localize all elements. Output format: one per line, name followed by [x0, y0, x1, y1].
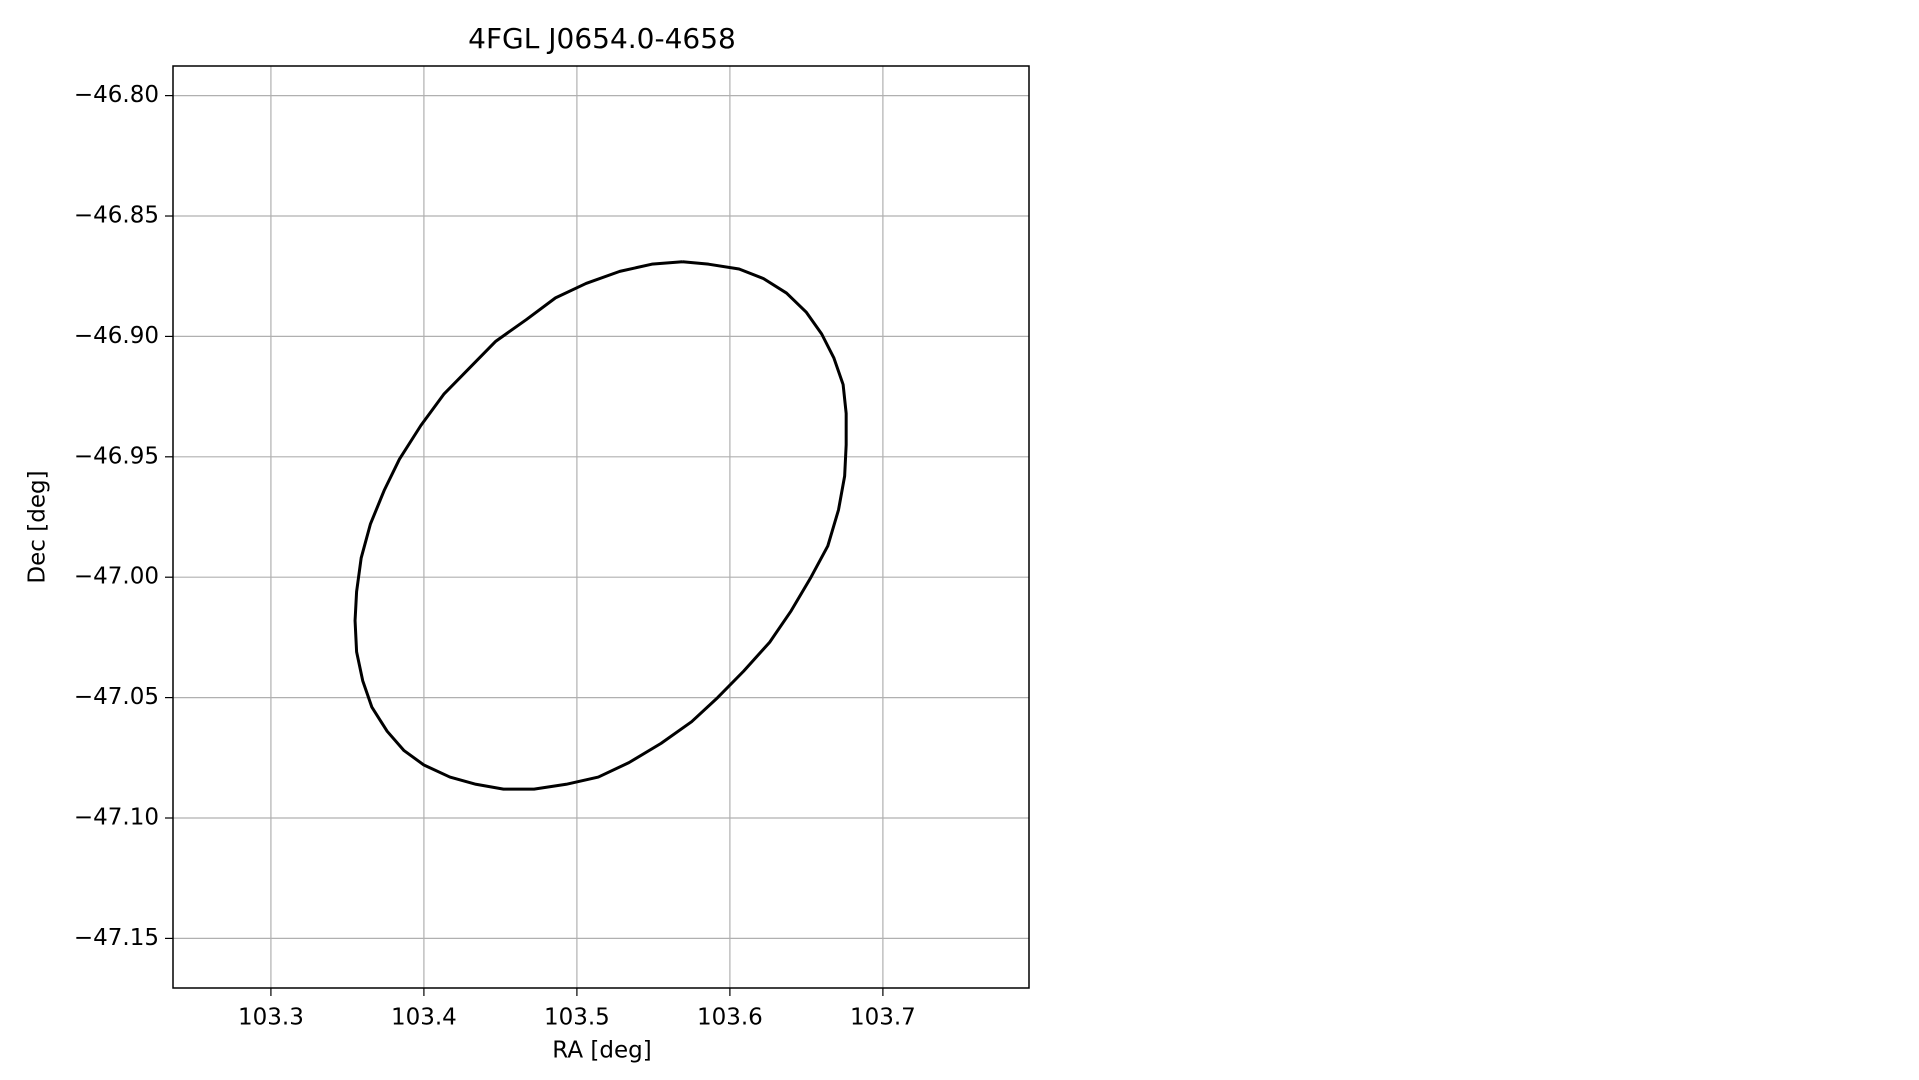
y-tick-label: −47.05: [74, 684, 159, 710]
x-tick-label: 103.5: [544, 1005, 610, 1031]
chart-title: 4FGL J0654.0-4658: [468, 22, 736, 55]
plot-frame: [172, 65, 1030, 989]
y-tick-label: −46.85: [74, 203, 159, 229]
y-tick-label: −46.95: [74, 443, 159, 469]
y-axis-label: Dec [deg]: [25, 470, 51, 583]
y-tick-label: −47.15: [74, 925, 159, 951]
x-tick-label: 103.6: [697, 1005, 763, 1031]
x-axis-label: RA [deg]: [552, 1038, 651, 1064]
x-tick-label: 103.7: [850, 1005, 916, 1031]
y-tick-label: −47.00: [74, 564, 159, 590]
x-tick-label: 103.3: [238, 1005, 304, 1031]
y-tick-label: −46.80: [74, 82, 159, 108]
y-tick-label: −46.90: [74, 323, 159, 349]
ellipse-line: [353, 260, 848, 791]
x-tick-label: 103.4: [391, 1005, 457, 1031]
y-tick-label: −47.10: [74, 804, 159, 830]
